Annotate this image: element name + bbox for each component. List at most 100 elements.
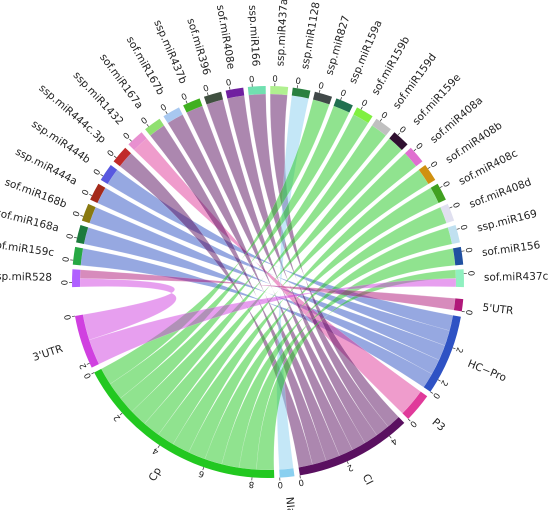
tick-label: 4 [388,435,398,446]
segment-arc-sof-mir408c [430,183,446,204]
segment-arc-sof-mir408b [418,164,436,184]
segment-arc-ssp-mir169 [447,225,460,244]
tick-label: 2 [453,346,464,354]
ribbon-sof-mir408c-to-cp [188,187,439,460]
tick-mark [185,100,188,104]
segment-arc-sof-mir408e [225,87,245,99]
tick-mark [397,132,401,136]
tick-mark [89,194,93,196]
tick-label: 0 [272,75,278,85]
segment-arc-sof-mir408a [404,147,423,167]
tick-label: 0 [297,476,304,487]
segment-arc-3-utr [74,314,99,368]
tick-label: 0 [72,210,83,218]
segment-arc-sof-mir159b [353,107,373,123]
tick-mark [427,166,431,169]
tick-mark [71,315,76,317]
tick-label: 2 [345,462,354,473]
tick-label: 0 [83,371,94,380]
tick-label: 0 [295,76,302,87]
segment-arc-sof-mir159c [72,246,84,266]
segment-arc-sof-mir156 [452,246,464,266]
tick-mark [113,155,117,159]
tick-label: 0 [277,479,283,489]
tick-mark [202,467,205,471]
segment-arc-ssp-mir827 [312,91,333,105]
tick-mark [74,236,78,239]
tick-mark [449,206,453,209]
tick-label: 0 [63,314,74,321]
tick-mark [389,435,392,439]
tick-mark [146,123,149,127]
tick-mark [91,372,95,375]
segment-label-hc-pro: HC−Pro [466,358,508,384]
segment-arc-ssp-mir166 [247,86,266,95]
segment-arc-p3 [402,391,428,419]
tick-mark [437,379,441,382]
segment-arc-sof-mir167b [163,107,183,123]
tick-label: 2 [438,378,449,388]
tick-mark [379,118,383,122]
tick-label: 0 [81,188,92,197]
tick-label: 2 [112,412,123,423]
tick-label: 0 [463,247,474,254]
tick-mark [157,445,160,448]
segment-arc-sof-mir437c [455,269,464,288]
segment-label-ssp-mir169: ssp.miR169 [476,208,538,235]
tick-label: 0 [225,78,232,89]
segment-arc-sof-mir396 [203,91,224,105]
segment-arc-ssp-mir437b [183,98,203,113]
segment-arc-ssp-mir1432 [128,132,147,151]
segment-arc-sof-mir168a [76,225,89,244]
segment-label-ssp-mir827: ssp.miR827 [323,14,352,76]
tick-label: 0 [61,256,72,263]
segment-label-sof-mir168a: sof.miR168a [0,207,60,235]
tick-label: 0 [65,233,76,241]
tick-label: 0 [440,180,451,190]
segment-label-cp: Cp [147,465,165,483]
tick-label: 8 [248,479,254,489]
tick-label: 0 [407,418,418,429]
ribbon-sof-mir408b-to-cp [172,169,429,453]
ribbon-ssp-mir444c-3p-to-ci [119,152,313,468]
segment-arc-nia [279,468,295,478]
tick-label: 0 [450,201,461,210]
ribbon-sof-mir159e-to-cp [144,138,403,435]
segment-arc-ssp-mir444c-3p [113,147,132,167]
segment-label-nia: NIa [283,496,297,510]
tick-label: 0 [430,390,441,400]
segment-label-sof-mir408e: sof.miR408e [214,4,237,70]
segment-label-ssp-mir528: ssp.miR528 [0,271,52,284]
tick-mark [360,106,363,110]
tick-label: 0 [202,84,210,95]
segment-arc-sof-mir167a [145,118,164,136]
tick-mark [430,391,434,394]
tick-mark [86,362,90,365]
tick-mark [318,89,321,93]
link-ribbons [79,93,457,471]
tick-label: 0 [463,309,474,316]
segment-label-sof-mir396: sof.miR396 [184,17,212,77]
ribbon-ssp-mir528-to-5-utr [79,269,456,311]
tick-mark [452,347,456,350]
tick-label: 0 [122,131,133,142]
tick-mark [413,148,417,152]
tick-label: 0 [379,110,389,121]
tick-label: 0 [359,98,369,109]
tick-mark [456,228,460,230]
segment-arc-sof-mir159e [389,132,408,151]
tick-label: 0 [139,116,149,127]
segment-arc-sof-mir159d [372,118,391,136]
segment-label-ssp-mir437a: ssp.miR437a [274,0,290,67]
segment-arc-ssp-mir528 [72,269,81,288]
tick-label: 0 [249,75,255,85]
segment-label-sof-mir437c: sof.miR437c [484,271,549,284]
tick-mark [340,97,343,101]
tick-label: 4 [151,445,161,456]
tick-mark [229,86,231,90]
tick-label: 6 [197,468,205,479]
tick-label: 0 [159,103,169,114]
ribbon-ssp-mir159a-to-cp [109,105,350,399]
segment-label-sof-mir156: sof.miR156 [481,239,541,259]
